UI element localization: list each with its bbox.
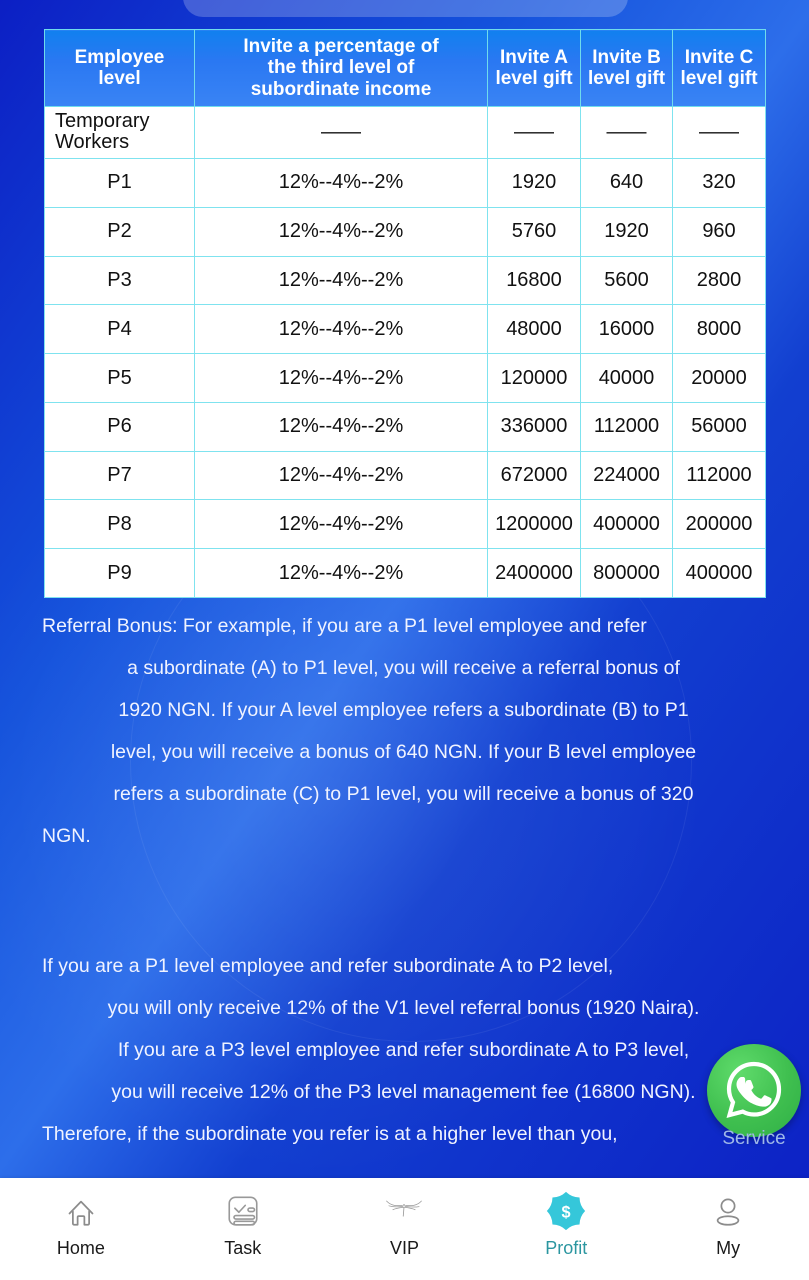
- svg-text:$: $: [562, 1203, 571, 1221]
